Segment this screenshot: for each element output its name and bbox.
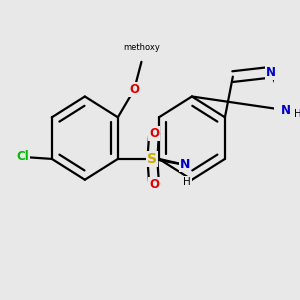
Text: H: H — [183, 177, 191, 187]
Text: N: N — [266, 66, 276, 79]
Text: O: O — [149, 178, 159, 191]
Text: H: H — [295, 110, 300, 119]
Text: O: O — [129, 83, 139, 96]
Text: N: N — [180, 158, 190, 171]
Text: S: S — [147, 152, 157, 166]
Text: O: O — [149, 127, 159, 140]
Text: N: N — [281, 104, 291, 117]
Text: methoxy: methoxy — [123, 43, 160, 52]
Text: Cl: Cl — [16, 150, 29, 164]
